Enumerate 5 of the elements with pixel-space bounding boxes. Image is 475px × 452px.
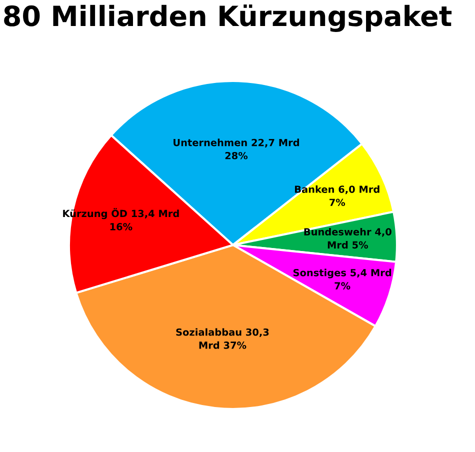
slice-label: Sozialabbau 30,3 Mrd 37% [176,328,269,349]
slice-label: Sonstiges 5,4 Mrd 7% [293,268,392,290]
chart-title: 80 Milliarden Kürzungspaket [4,4,452,32]
slice-label: Bundeswehr 4,0 Mrd 5% [304,228,392,249]
slice-label: Unternehmen 22,7 Mrd 28% [174,138,299,160]
